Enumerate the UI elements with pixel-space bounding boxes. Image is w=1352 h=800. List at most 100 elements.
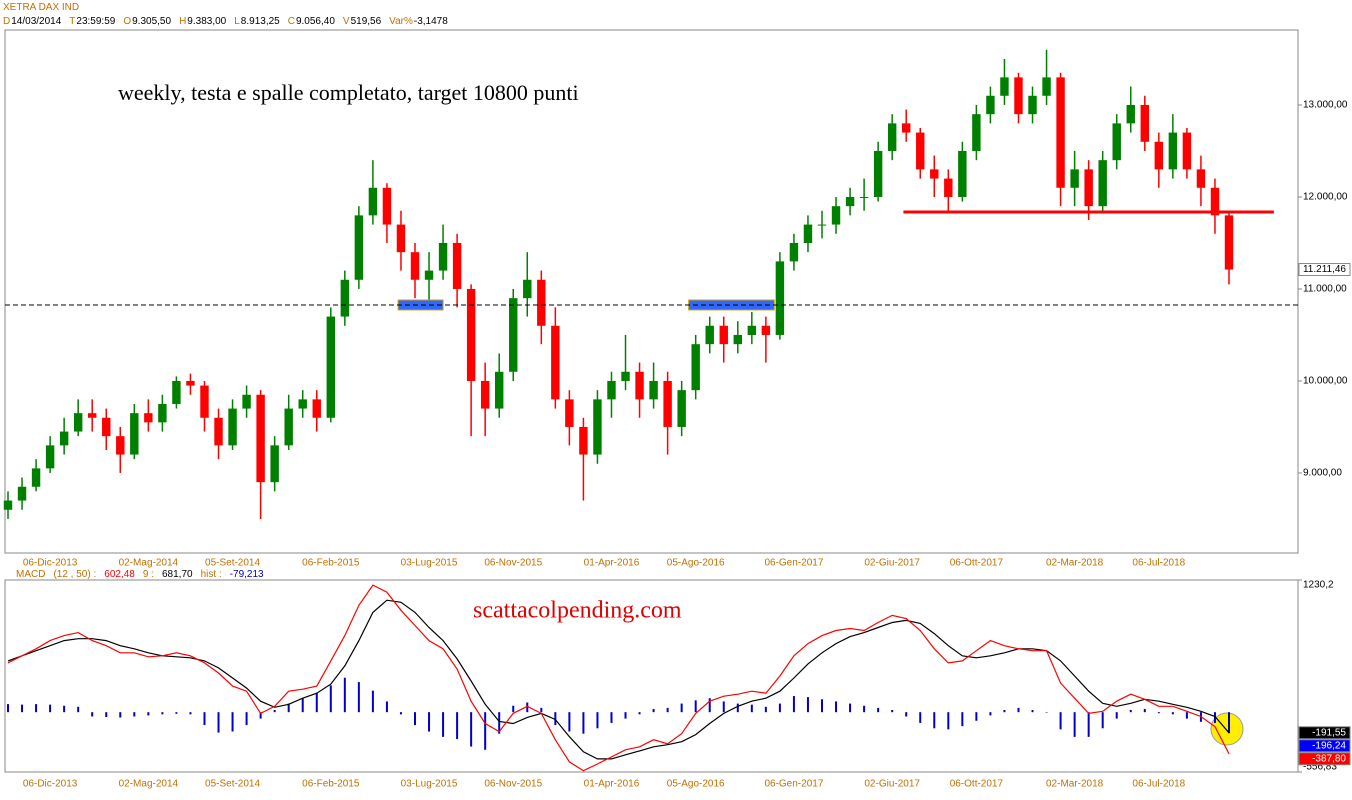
candle-body xyxy=(270,445,279,483)
candle-body xyxy=(1140,104,1150,142)
y-tick-label: -556,83 xyxy=(1303,762,1337,773)
histogram-bar xyxy=(161,712,164,715)
candle-body xyxy=(3,500,13,510)
candle-body xyxy=(523,279,532,299)
candle-body xyxy=(579,426,588,455)
histogram-bar xyxy=(849,703,852,713)
candle-body xyxy=(480,380,490,409)
candle-body xyxy=(1084,169,1093,207)
candle-body xyxy=(887,123,897,151)
histogram-bar xyxy=(456,712,459,740)
y-tick-label: 11.000,00 xyxy=(1303,284,1347,295)
candle-body xyxy=(326,316,336,418)
histogram-bar xyxy=(722,701,725,713)
histogram-bar xyxy=(385,701,388,713)
candle-body xyxy=(1126,104,1135,124)
candle-body xyxy=(102,417,111,437)
value-marker-label: 11.211,46 xyxy=(1303,264,1346,275)
histogram-bar xyxy=(933,712,936,729)
price-panel-frame xyxy=(4,29,1299,554)
x-tick-label: 06-Ott-2017 xyxy=(950,779,1004,790)
histogram-bar xyxy=(905,712,908,717)
histogram-bar xyxy=(301,698,304,713)
field-key: D xyxy=(3,16,11,27)
candle-body xyxy=(1112,123,1121,161)
histogram-bar xyxy=(273,710,276,713)
macd-panel-frame xyxy=(4,579,1299,773)
field-value: 14/03/2014 xyxy=(11,16,62,27)
candle-body xyxy=(31,468,41,487)
candle-body xyxy=(705,325,714,345)
x-tick-label: 06-Feb-2015 xyxy=(302,779,360,790)
y-tick-label: 1230,2 xyxy=(1303,580,1334,591)
x-tick-label: 06-Ott-2017 xyxy=(950,558,1004,569)
x-tick-label: 05-Ago-2016 xyxy=(667,558,725,569)
candle-body xyxy=(242,394,251,409)
candle-body xyxy=(354,215,364,280)
candle-body xyxy=(1154,141,1164,170)
candle-body xyxy=(45,445,55,469)
candle-body xyxy=(1042,77,1051,96)
histogram-bar xyxy=(105,712,108,718)
instrument-row: XETRA DAX IND xyxy=(3,2,80,14)
candle-body xyxy=(1070,169,1079,188)
candle-body xyxy=(1056,77,1065,188)
candle-body xyxy=(986,95,995,115)
chart-title: weekly, testa e spalle completato, targe… xyxy=(118,80,579,105)
candle-body xyxy=(59,431,69,446)
candle-body xyxy=(930,169,939,179)
candle-body xyxy=(901,123,911,133)
field-value: 519,56 xyxy=(350,16,382,27)
candle-body xyxy=(1182,132,1192,170)
candle-body xyxy=(761,325,771,335)
histogram-bar xyxy=(947,712,950,730)
x-tick-label: 02-Mag-2014 xyxy=(119,779,179,790)
field-key: Var% xyxy=(389,16,413,27)
macd-header-item: 681,70 xyxy=(161,569,193,580)
candle-body xyxy=(87,413,97,418)
histogram-bar xyxy=(21,704,24,713)
candle-body xyxy=(1098,160,1107,207)
x-tick-label: 01-Apr-2016 xyxy=(584,779,640,790)
candle-body xyxy=(593,399,602,455)
x-tick-label: 05-Set-2014 xyxy=(205,779,260,790)
candle-body xyxy=(677,390,686,427)
histogram-bar xyxy=(919,712,922,723)
candle-body xyxy=(200,385,209,418)
macd-header-item: (12 , 50) : xyxy=(53,569,97,580)
histogram-bar xyxy=(582,712,585,734)
candle-body xyxy=(663,380,672,427)
x-tick-label: 02-Mag-2014 xyxy=(119,558,179,569)
candle-body xyxy=(831,206,841,225)
candle-body xyxy=(466,288,476,381)
histogram-bar xyxy=(610,712,613,723)
histogram-bar xyxy=(1101,712,1104,729)
candle-body xyxy=(958,150,967,197)
field-value: 8.913,25 xyxy=(240,16,280,27)
ohlc-row: D14/03/2014 T23:59:59 O9.305,50 H9.383,00 L8… xyxy=(3,16,456,28)
histogram-bar xyxy=(442,712,445,737)
x-tick-label: 01-Apr-2016 xyxy=(584,558,640,569)
candle-body xyxy=(284,408,293,446)
candle-body xyxy=(452,242,462,289)
y-tick-label: 10.000,00 xyxy=(1303,376,1348,387)
histogram-bar xyxy=(638,712,641,715)
macd-header-item: -79,213 xyxy=(229,569,264,580)
histogram-bar xyxy=(203,712,206,726)
histogram-bar xyxy=(568,712,571,732)
candle-body xyxy=(1000,77,1009,96)
candle-body xyxy=(256,394,265,483)
candle-body xyxy=(130,413,139,455)
histogram-bar xyxy=(1031,710,1034,713)
histogram-bar xyxy=(961,712,964,727)
value-marker xyxy=(1298,263,1351,277)
candle-body xyxy=(312,399,321,418)
candle-body xyxy=(424,270,434,280)
histogram-bar xyxy=(147,712,150,716)
candle-body xyxy=(775,261,785,335)
histogram-bar xyxy=(217,712,220,733)
field-key: V xyxy=(342,16,350,27)
x-tick-label: 02-Giu-2017 xyxy=(864,558,920,569)
histogram-bar xyxy=(1059,712,1062,730)
candle-body xyxy=(1168,132,1178,170)
